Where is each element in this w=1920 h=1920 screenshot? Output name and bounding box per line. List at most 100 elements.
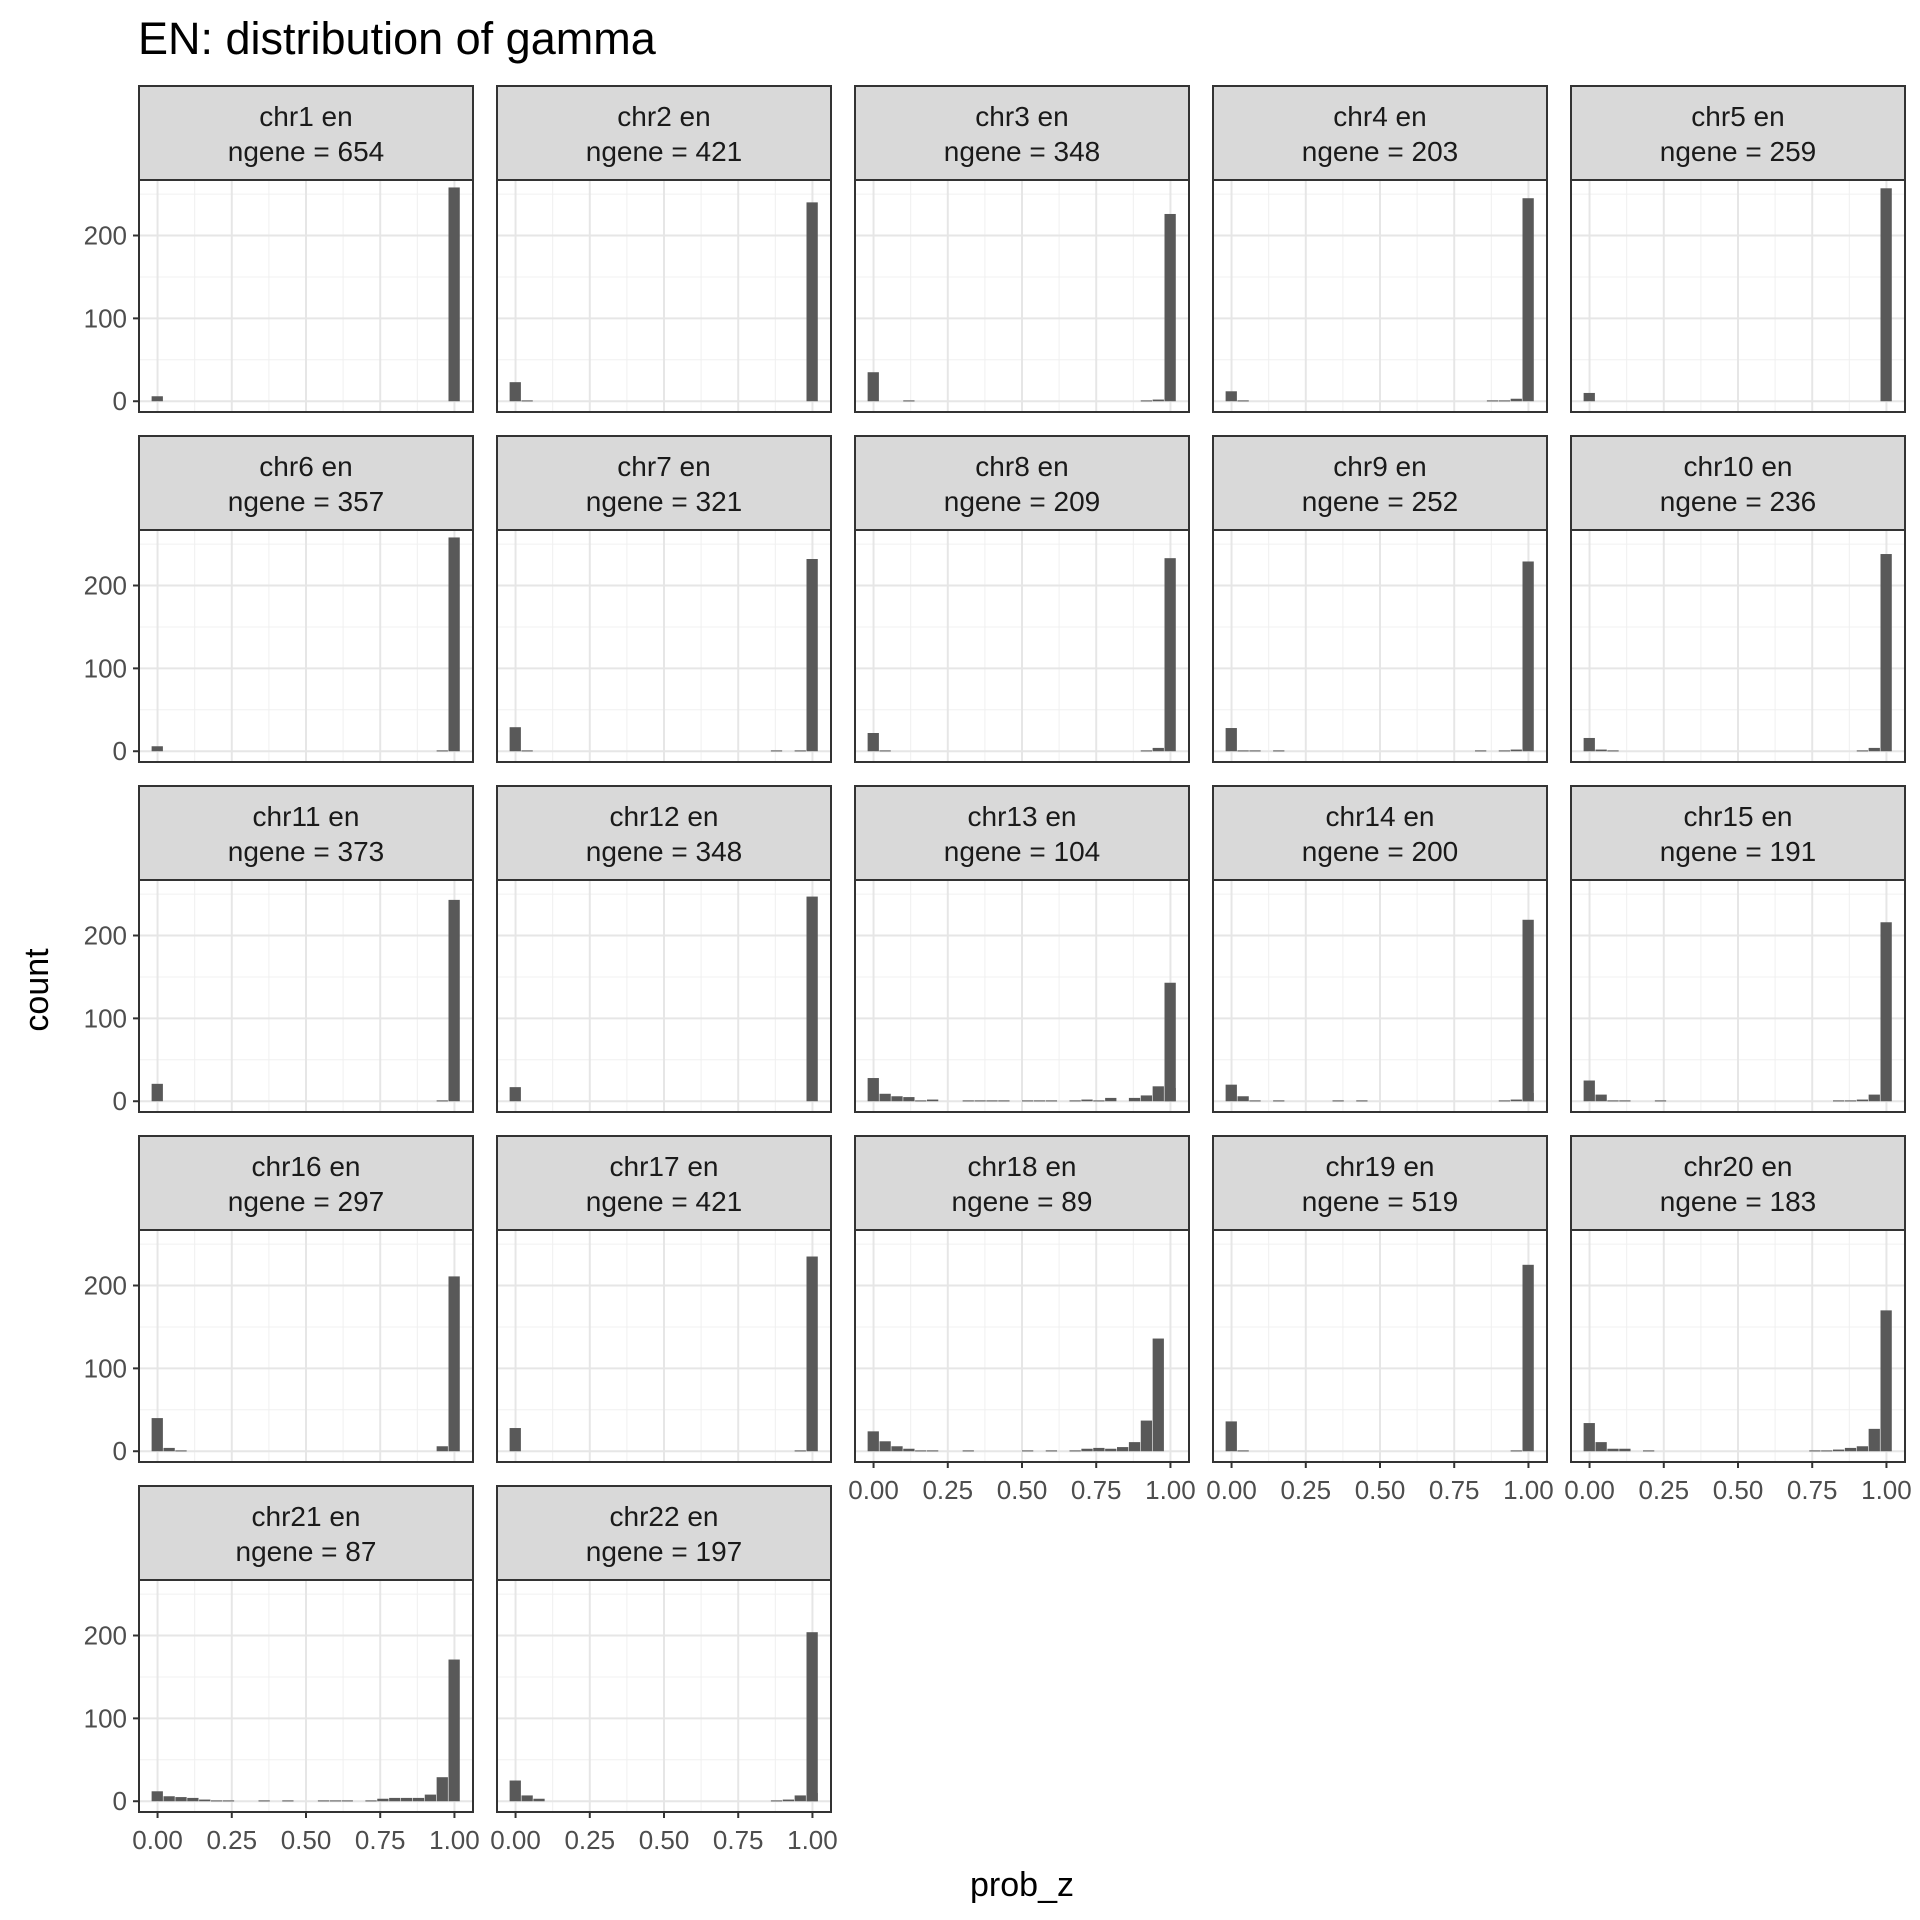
- histogram-bar: [1595, 1094, 1607, 1102]
- facet-strip-ngene: ngene = 357: [228, 486, 385, 517]
- histogram-bar: [891, 1446, 903, 1452]
- histogram-bar: [1332, 1100, 1344, 1102]
- histogram-bar: [1105, 1097, 1117, 1102]
- x-tick-label: 0.75: [1071, 1475, 1122, 1505]
- histogram-bar: [926, 1450, 939, 1452]
- histogram-bar: [1809, 1450, 1821, 1452]
- facet-strip-ngene: ngene = 373: [228, 836, 385, 867]
- facet-strip-label: chr9 en: [1333, 451, 1426, 482]
- histogram-bar: [1164, 558, 1176, 752]
- facet-strip: [138, 1135, 474, 1231]
- facet-strip-ngene: ngene = 197: [586, 1536, 743, 1567]
- histogram-bar: [151, 1418, 163, 1452]
- histogram-bar: [436, 1446, 448, 1452]
- histogram-bar: [1022, 1450, 1034, 1452]
- facet-panel: chr20 en ngene = 183 0.00 0.25 0.50 0.75 1.00: [1564, 1135, 1912, 1505]
- histogram-bar: [1821, 1450, 1833, 1452]
- histogram-bar: [1619, 1448, 1631, 1452]
- histogram-bar: [794, 1795, 806, 1802]
- facet-strip-ngene: ngene = 209: [944, 486, 1101, 517]
- histogram-bar: [365, 1800, 377, 1802]
- histogram-bar: [770, 750, 783, 752]
- panel-border: [496, 529, 832, 763]
- facet-strip: [138, 435, 474, 531]
- histogram-bar: [1868, 1094, 1880, 1102]
- histogram-bar: [1880, 554, 1892, 752]
- histogram-bar: [1510, 1099, 1522, 1102]
- histogram-bar: [163, 1796, 175, 1802]
- facet-strip-ngene: ngene = 104: [944, 836, 1101, 867]
- histogram-bar: [1522, 561, 1534, 752]
- facet-panel: chr4 en ngene = 203: [1212, 85, 1548, 413]
- histogram-bar: [891, 1096, 903, 1102]
- histogram-bar: [1642, 1450, 1655, 1452]
- facet-strip: [854, 435, 1190, 531]
- histogram-bar: [175, 1797, 187, 1802]
- x-tick-label: 0.00: [1564, 1475, 1615, 1505]
- histogram-bar: [1510, 398, 1522, 402]
- y-tick-label: 200: [84, 221, 127, 251]
- histogram-bar: [867, 1078, 879, 1102]
- histogram-bar: [879, 750, 891, 752]
- histogram-bar: [1128, 1097, 1141, 1102]
- facet-strip-ngene: ngene = 183: [1660, 1186, 1817, 1217]
- facet-strip: [1570, 85, 1906, 181]
- facet-strip-ngene: ngene = 200: [1302, 836, 1459, 867]
- histogram-bar: [1844, 1100, 1857, 1102]
- x-tick-label: 0.00: [848, 1475, 899, 1505]
- histogram-bar: [448, 537, 460, 752]
- histogram-bar: [1856, 750, 1869, 752]
- panel-border: [1570, 179, 1906, 413]
- histogram-bar: [341, 1800, 353, 1802]
- histogram-bar: [389, 1797, 401, 1802]
- y-axis-title: count: [18, 948, 56, 1032]
- facet-strip-label: chr18 en: [968, 1151, 1077, 1182]
- histogram-bar: [1583, 737, 1595, 752]
- facet-panel: chr8 en ngene = 209: [854, 435, 1190, 763]
- histogram-bar: [1237, 1096, 1249, 1102]
- x-tick-label: 0.75: [1787, 1475, 1838, 1505]
- facet-panel: chr9 en ngene = 252: [1212, 435, 1548, 763]
- histogram-bar: [1868, 1428, 1880, 1452]
- histogram-bar: [163, 1447, 175, 1452]
- facet-strip-ngene: ngene = 519: [1302, 1186, 1459, 1217]
- histogram-bar: [1607, 750, 1619, 752]
- histogram-bar: [1237, 750, 1249, 752]
- panel-border: [1212, 879, 1548, 1113]
- y-tick-label: 0: [113, 736, 127, 766]
- panel-border: [1570, 529, 1906, 763]
- histogram-bar: [1045, 1100, 1058, 1102]
- histogram-bar: [1595, 749, 1607, 752]
- x-tick-label: 1.00: [1145, 1475, 1196, 1505]
- facet-strip-label: chr7 en: [617, 451, 710, 482]
- facet-strip-ngene: ngene = 87: [236, 1536, 377, 1567]
- histogram-bar: [424, 1794, 437, 1802]
- histogram-bar: [436, 1100, 448, 1102]
- panel-border: [1212, 179, 1548, 413]
- x-tick-label: 0.50: [1713, 1475, 1764, 1505]
- histogram-bar: [1152, 1086, 1164, 1102]
- panel-border: [138, 1229, 474, 1463]
- facet-strip-ngene: ngene = 321: [586, 486, 743, 517]
- panel-border: [1570, 879, 1906, 1113]
- histogram-bar: [794, 750, 806, 752]
- histogram-bar: [1225, 728, 1237, 752]
- facet-strip: [1570, 785, 1906, 881]
- x-tick-label: 0.25: [922, 1475, 973, 1505]
- histogram-bar: [1844, 1447, 1857, 1452]
- histogram-bar: [509, 1428, 521, 1452]
- histogram-bar: [879, 1093, 891, 1102]
- facet-panel: chr21 en ngene = 87 0 100 200 0.00 0.25 0.50 0.7…: [84, 1485, 480, 1855]
- histogram-bar: [1486, 400, 1499, 402]
- histogram-bar: [1856, 1446, 1869, 1452]
- histogram-bar: [1510, 1450, 1522, 1452]
- histogram-bar: [1237, 1450, 1249, 1452]
- panel-border: [854, 179, 1190, 413]
- x-axis-title: prob_z: [970, 1866, 1074, 1904]
- facet-panel: chr15 en ngene = 191: [1570, 785, 1906, 1113]
- histogram-bar: [806, 1632, 818, 1802]
- facet-strip-label: chr22 en: [610, 1501, 719, 1532]
- histogram-bar: [1522, 1264, 1534, 1452]
- x-tick-label: 0.25: [1638, 1475, 1689, 1505]
- x-tick-label: 0.25: [564, 1825, 615, 1855]
